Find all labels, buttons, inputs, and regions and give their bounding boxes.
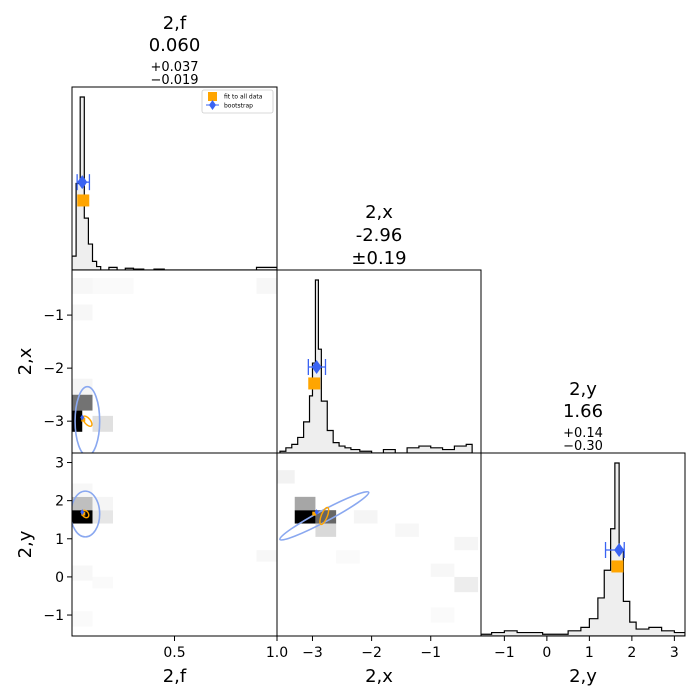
density-cell: [72, 496, 93, 511]
x-tick-label: −2: [361, 645, 382, 661]
density-cell: [454, 576, 479, 593]
y-tick-label: −3: [43, 414, 64, 430]
y-tick-label: 2: [55, 494, 64, 510]
fit-marker: [611, 560, 624, 573]
joint-fy-group: [72, 483, 277, 627]
marginal-title-name: 2,y: [569, 379, 597, 400]
joint-fx-group: [72, 277, 277, 453]
marginal-title-plus: +0.14: [563, 426, 603, 441]
covariance-ellipse: [279, 490, 370, 541]
bootstrap-marker: [80, 509, 85, 516]
fit-marker: [308, 377, 321, 390]
bootstrap-marker: [614, 542, 625, 557]
y-tick-label: −1: [43, 308, 64, 324]
fit-marker: [81, 511, 86, 516]
covariance-ellipse: [72, 490, 101, 538]
x-axis-label: 2,y: [569, 666, 597, 687]
marginal-title-name: 2,f: [163, 13, 187, 34]
panel-frame: [71, 86, 278, 271]
histogram-y: [481, 462, 685, 636]
joint-xy-group: [277, 470, 479, 623]
x-tick-label: 1.0: [266, 645, 288, 661]
legend: fit to all data bootstrap: [201, 89, 274, 114]
histogram-f: [72, 96, 277, 270]
density-cell: [72, 394, 93, 411]
covariance-ellipse: [74, 385, 101, 453]
density-cell: [92, 415, 113, 432]
y-tick-label: 1: [55, 532, 64, 548]
density-cell: [395, 523, 419, 537]
fit-contour: [319, 506, 330, 526]
density-cell: [92, 277, 134, 294]
legend-bootstrap-label: bootstrap: [224, 103, 253, 110]
marginal-title-value: 0.060: [149, 35, 201, 56]
bootstrap-marker: [77, 175, 88, 190]
density-cell: [92, 576, 113, 589]
x-tick-label: −1: [420, 645, 441, 661]
marginal-title-plus: +0.037: [150, 60, 198, 75]
bootstrap-marker: [311, 359, 322, 374]
x-tick-label: 2: [627, 645, 636, 661]
y-tick-label: −2: [43, 361, 64, 377]
y-axis-label: 2,x: [15, 347, 36, 375]
y-tick-label: −1: [43, 608, 64, 624]
marginal-f-group: [72, 96, 277, 270]
x-tick-label: −1: [494, 645, 515, 661]
density-cell: [72, 304, 93, 321]
density-cell: [277, 470, 295, 484]
density-cell: [294, 496, 316, 511]
density-cell: [256, 277, 277, 294]
x-tick-label: 1: [585, 645, 594, 661]
marginal-title-minus: −0.30: [563, 439, 603, 454]
x-tick-label: 0.5: [163, 645, 185, 661]
panel-frame: [480, 452, 686, 637]
density-cell: [454, 536, 479, 551]
fit-marker: [77, 194, 90, 207]
x-tick-label: −3: [302, 645, 323, 661]
density-cell: [72, 378, 93, 395]
bootstrap-marker: [80, 414, 85, 421]
legend-bootstrap-swatch: [209, 100, 216, 110]
y-axis-label: 2,y: [15, 530, 36, 558]
x-tick-label: 0: [542, 645, 551, 661]
marginal-title-minus: −0.019: [150, 73, 198, 88]
marginal-title-value: 1.66: [563, 401, 603, 422]
x-tick-label: 3: [670, 645, 679, 661]
y-tick-label: 3: [55, 456, 64, 472]
bootstrap-marker: [314, 509, 319, 516]
density-cell: [72, 277, 93, 294]
fit-marker: [312, 511, 317, 516]
x-axis-label: 2,f: [163, 666, 187, 687]
legend-fit-label: fit to all data: [224, 94, 263, 101]
density-cell: [256, 550, 277, 562]
density-cell: [72, 565, 93, 581]
marginal-title-value: -2.96: [356, 225, 403, 246]
density-cell: [294, 510, 316, 524]
marginal-title-name: 2,x: [365, 202, 393, 223]
legend-fit-swatch: [208, 92, 217, 101]
density-cell: [92, 510, 113, 524]
panel-frame: [71, 452, 278, 637]
density-cell: [315, 523, 337, 537]
density-cell: [72, 410, 83, 432]
marginal-y-group: [481, 462, 685, 636]
density-cell: [353, 510, 378, 524]
x-axis-label: 2,x: [365, 666, 393, 687]
y-tick-label: 0: [55, 570, 64, 586]
density-cell: [430, 607, 455, 623]
density-cell: [430, 563, 455, 577]
density-cell: [336, 550, 360, 564]
density-cell: [72, 483, 93, 497]
legend-box: [201, 89, 274, 114]
fit-marker: [81, 417, 86, 422]
density-cell: [72, 510, 93, 524]
density-cell: [72, 611, 93, 627]
marginal-title-error: ±0.19: [351, 248, 406, 269]
